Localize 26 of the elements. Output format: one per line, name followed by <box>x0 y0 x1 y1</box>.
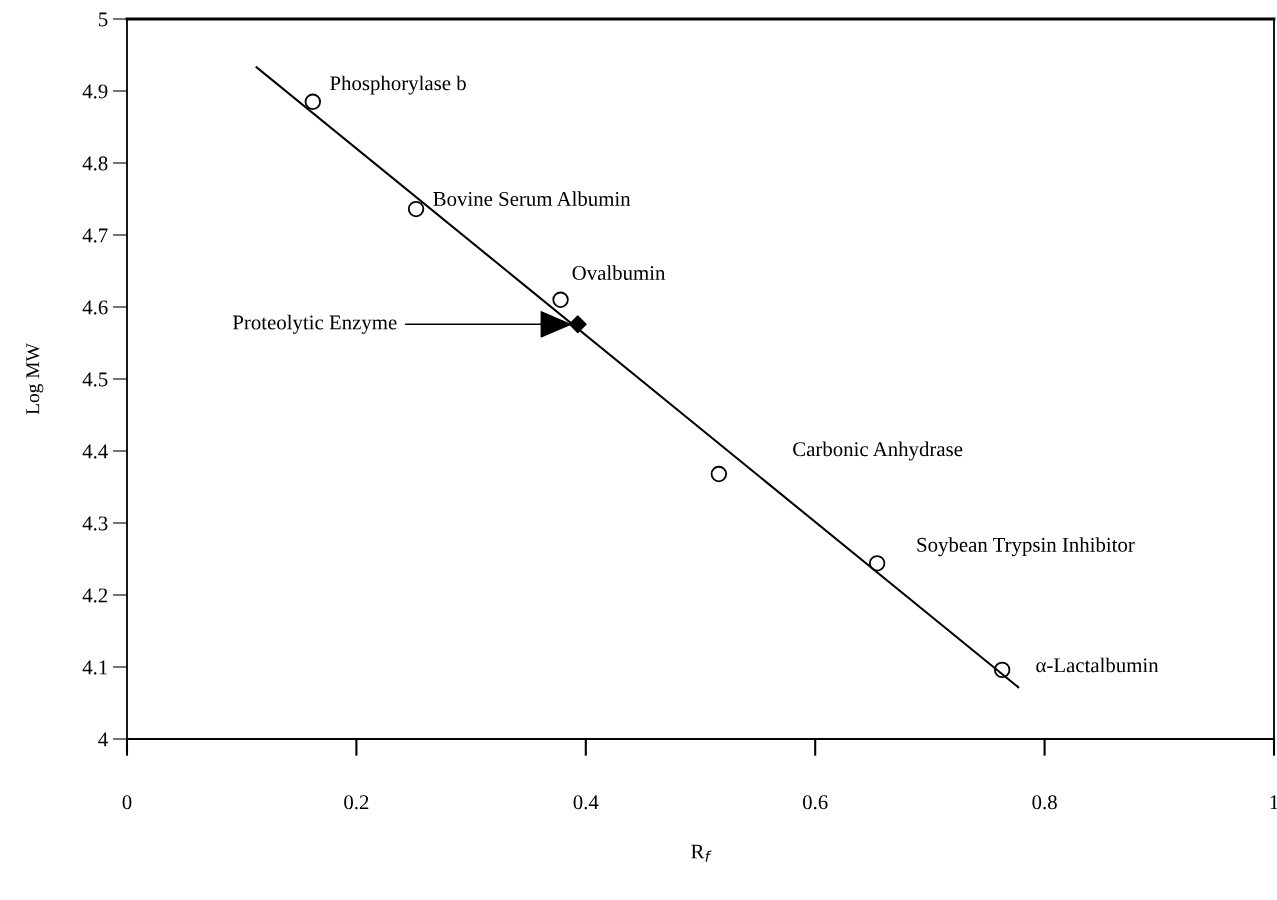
y-tick-label: 4.4 <box>82 444 108 459</box>
x-tick-label: 0 <box>122 795 132 810</box>
y-tick-label: 4.5 <box>82 372 108 387</box>
annotation: α-Lactalbumin <box>1036 657 1159 673</box>
annotation: Soybean Trypsin Inhibitor <box>917 537 1135 557</box>
x-axis-title: R$_{f}$ <box>691 844 712 862</box>
x-tick-label: 0.2 <box>344 795 369 810</box>
annotation: Carbonic Anhydrase <box>793 441 963 461</box>
annotation: Proteolytic Enzyme <box>232 314 397 334</box>
x-tick-label: 0.4 <box>573 795 599 810</box>
x-tick-label: 0.8 <box>1032 795 1057 810</box>
y-tick-label: 4.3 <box>82 516 108 531</box>
x-tick-label: 1 <box>1270 795 1277 810</box>
annotation: Bovine Serum Albumin <box>433 191 631 206</box>
y-tick-label: 4 <box>98 732 108 747</box>
y-tick-label: 4.9 <box>82 84 108 99</box>
x-tick-label: 0.6 <box>802 795 828 810</box>
y-tick-label: 4.8 <box>82 156 108 171</box>
y-axis-title: Log MW <box>26 343 44 415</box>
annotation: Phosphorylase b <box>330 75 466 95</box>
y-tick-label: 4.6 <box>82 300 108 315</box>
annotation: Ovalbumin <box>572 265 666 281</box>
y-tick-label: 4.1 <box>82 660 107 675</box>
y-tick-label: 4.2 <box>82 588 108 603</box>
y-tick-label: 4.7 <box>82 228 108 243</box>
y-tick-label: 5 <box>99 12 108 27</box>
